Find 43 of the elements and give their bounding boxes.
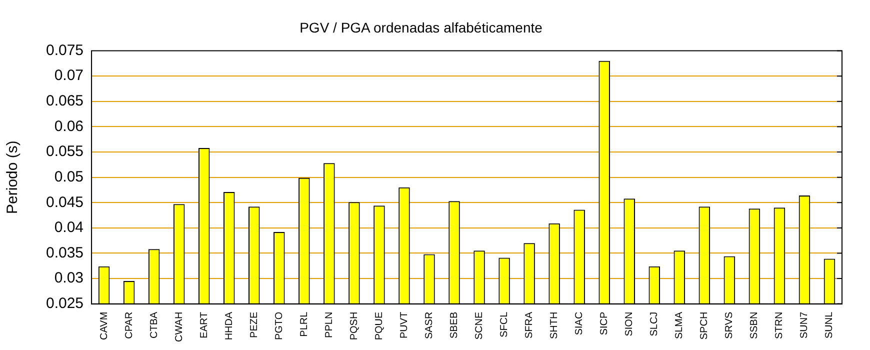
x-tick-label: CAVM <box>98 312 110 340</box>
y-tick-label: 0.06 <box>54 118 84 135</box>
x-tick-label: SHTH <box>549 312 560 340</box>
y-tick-label: 0.03 <box>54 270 84 287</box>
x-tick-label: SFRA <box>524 311 536 338</box>
x-tick-label: PQUE <box>374 311 385 340</box>
x-tick-label: SBEB <box>449 311 460 339</box>
y-tick-label: 0.07 <box>54 67 84 84</box>
y-tick-label: 0.065 <box>46 92 84 110</box>
x-tick-label: SLCJ <box>649 312 660 336</box>
x-tick-label: SCNE <box>474 312 486 340</box>
x-tick-label: PPLN <box>324 312 335 338</box>
x-tick-label: SSBN <box>749 312 760 340</box>
y-tick-label: 0.035 <box>46 244 84 262</box>
y-tick-label: 0.04 <box>54 219 84 236</box>
y-axis-title: Periodo (s) <box>4 140 22 214</box>
x-tick-label: CWAH <box>174 312 185 342</box>
x-tick-label: PUVT <box>398 312 410 338</box>
x-tick-label: SPCH <box>699 312 710 340</box>
chart-title: PGV / PGA ordenadas alfabéticamente <box>300 19 543 36</box>
x-tick-label: SRVS <box>724 312 736 339</box>
x-tick-label: CPAR <box>124 312 135 339</box>
y-tick-label: 0.075 <box>46 42 84 59</box>
y-tick-label: 0.045 <box>46 194 84 211</box>
x-tick-label: PGTO <box>274 312 285 340</box>
y-tick-label: 0.025 <box>46 294 84 312</box>
x-tick-label: SUNL <box>824 311 836 339</box>
x-tick-label: EART <box>198 312 210 338</box>
x-tick-label: SFCL <box>499 311 510 338</box>
x-tick-label: SLMA <box>674 311 686 340</box>
x-tick-label: SUN7 <box>799 311 810 339</box>
x-tick-label: SASR <box>424 312 435 340</box>
x-tick-label: STRN <box>774 312 786 340</box>
y-tick-label: 0.05 <box>54 168 84 186</box>
x-tick-label: SIAC <box>574 312 586 336</box>
x-tick-label: HHDA <box>224 312 235 340</box>
x-tick-label: PLRL <box>298 311 310 337</box>
x-tick-label: PEZE <box>248 311 260 338</box>
x-tick-label: SION <box>624 312 636 336</box>
x-tick-label: SICP <box>599 311 610 336</box>
x-tick-label: PQSH <box>348 312 360 340</box>
x-tick-label: CTBA <box>148 311 160 338</box>
y-tick-label: 0.055 <box>46 143 84 160</box>
